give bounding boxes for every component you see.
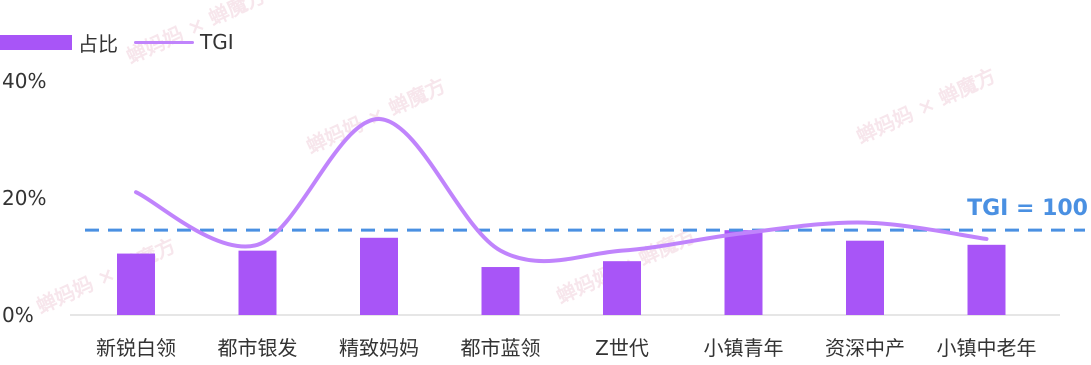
x-tick-label: 都市银发 [218, 336, 298, 360]
legend-bar-label: 占比 [78, 31, 118, 56]
x-tick-label: 新锐白领 [96, 336, 176, 360]
x-tick-label: 小镇青年 [704, 336, 784, 360]
legend-line-swatch [134, 40, 194, 44]
bar [724, 230, 763, 315]
bar [481, 267, 520, 315]
tgi-series-line [134, 117, 989, 264]
x-tick-label: 小镇中老年 [937, 336, 1037, 360]
bar [360, 237, 398, 315]
reference-line-label: TGI = 100 [967, 196, 1088, 221]
x-tick-label: Z世代 [595, 336, 649, 360]
legend-line-label: TGI [200, 30, 234, 54]
bar [603, 261, 641, 315]
x-tick-label: 都市蓝领 [461, 336, 541, 360]
x-tick-label: 精致妈妈 [339, 336, 419, 360]
y-tick-label: 0% [2, 303, 34, 327]
x-tick-label: 资深中产 [825, 336, 905, 360]
bar [117, 253, 155, 315]
bar [967, 244, 1006, 315]
y-tick-label: 40% [2, 69, 46, 93]
legend-bar-swatch [0, 34, 72, 50]
bar [238, 250, 277, 315]
bar [846, 240, 884, 315]
y-tick-label: 20% [2, 186, 46, 210]
chart-legend: 占比 TGI [0, 30, 250, 56]
